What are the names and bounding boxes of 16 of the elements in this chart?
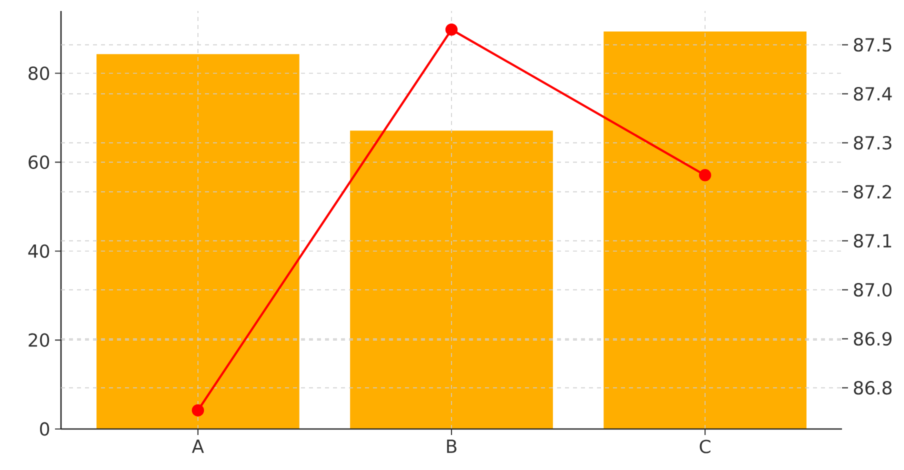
- x-tick-label: C: [700, 440, 710, 454]
- y-tick-label: 20: [28, 333, 50, 347]
- x-tick-label: A: [192, 440, 204, 453]
- y-tick-label: 40: [28, 244, 50, 258]
- y-tick-label: 0: [40, 422, 50, 436]
- y2-tick-label: 87.3: [854, 136, 892, 150]
- y2-tick-label: 87.4: [854, 87, 892, 101]
- y2-tick-label: 86.8: [854, 381, 892, 395]
- y2-tick-label: 87.1: [854, 234, 892, 248]
- y2-tick-label: 86.9: [854, 332, 892, 346]
- y2-tick-label: 87.2: [854, 185, 891, 199]
- y-tick-label: 80: [28, 66, 50, 80]
- y2-tick-label: 87.5: [854, 38, 892, 52]
- y2-tick-label: 87.0: [854, 283, 892, 297]
- x-tick-label: B: [447, 440, 456, 453]
- y-tick-label: 60: [28, 155, 50, 169]
